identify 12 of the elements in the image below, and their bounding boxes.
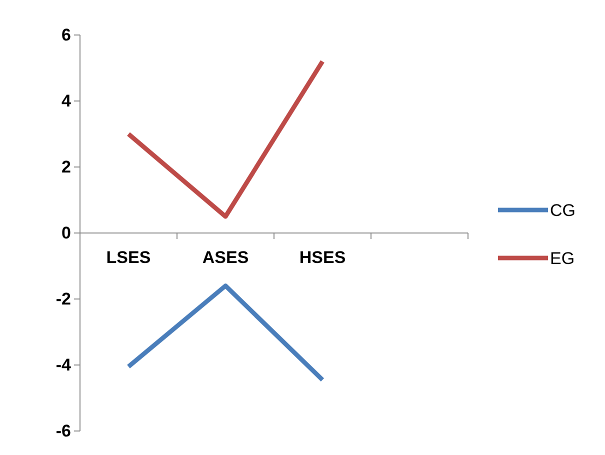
y-tick-label: -4 [56,355,72,374]
y-tick-label: 4 [62,91,72,110]
legend-label: CG [550,200,576,220]
legend-label: EG [550,248,575,268]
y-tick-label: -2 [56,289,71,308]
y-tick-label: 0 [62,223,71,242]
y-tick-label: 6 [62,25,71,44]
x-tick-label: LSES [106,248,151,268]
x-tick-label: HSES [299,248,346,268]
y-tick-label: 2 [62,157,71,176]
x-tick-label: ASES [202,248,249,268]
y-tick-label: -6 [56,421,71,440]
